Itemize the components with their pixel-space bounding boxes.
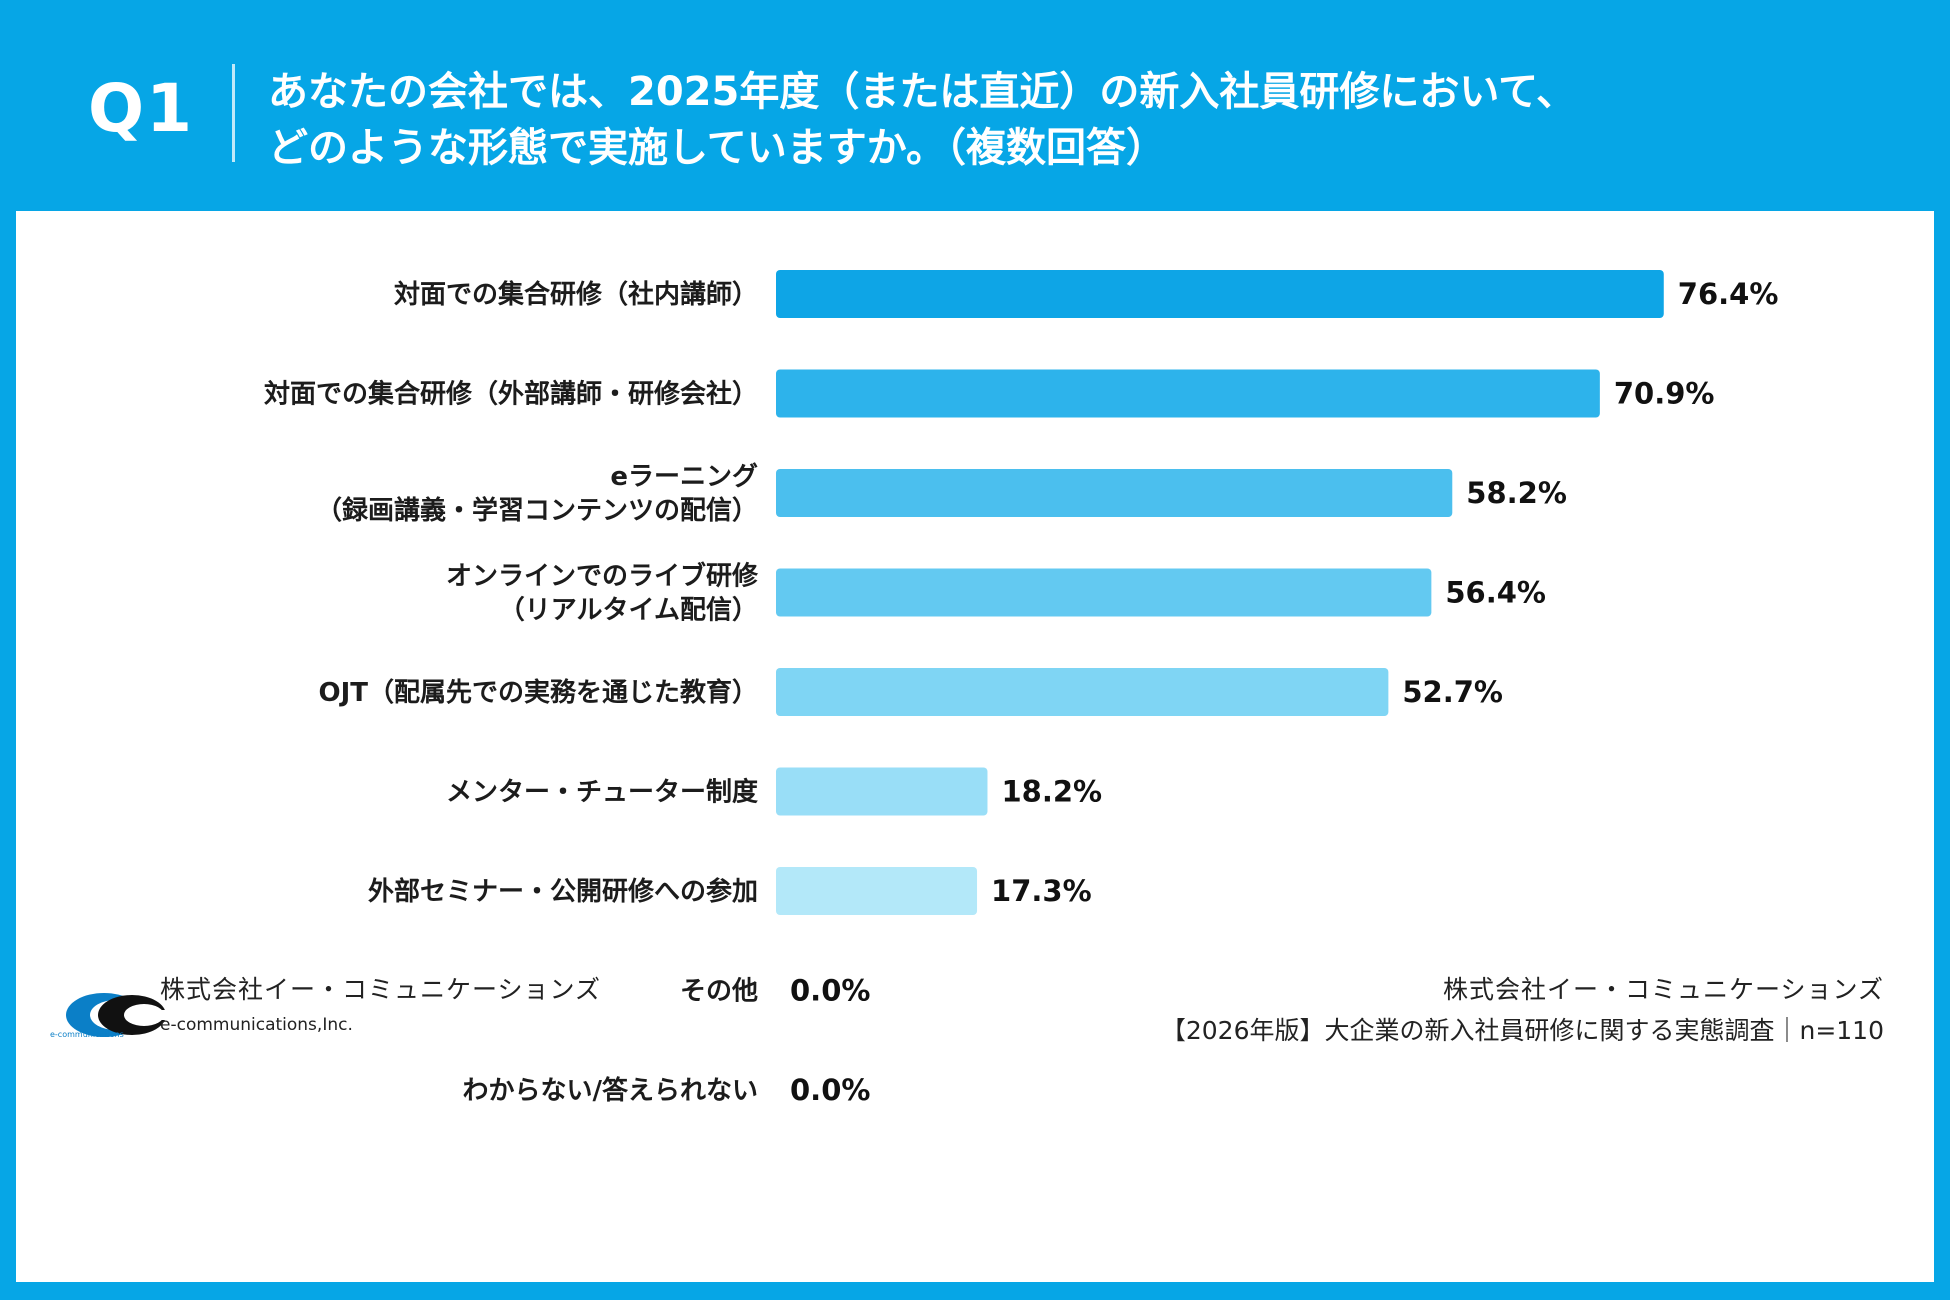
e-communications-logo-icon [66, 993, 174, 1037]
question-header: Q1 あなたの会社では、2025年度（または直近）の新入社員研修において、 どの… [0, 0, 1950, 210]
category-label-5: メンター・チューター制度 [446, 777, 758, 808]
category-label-6: 外部セミナー・公開研修への参加 [368, 876, 758, 907]
logo-tiny-text: e-communications [50, 1030, 124, 1039]
value-label-5: 18.2% [1001, 775, 1102, 809]
category-label-0: 対面での集合研修（社内講師） [394, 279, 758, 310]
question-line-1: あなたの会社では、2025年度（または直近）の新入社員研修において、 [268, 69, 1577, 115]
company-logo [50, 970, 610, 1050]
question-number: Q1 [88, 70, 195, 147]
category-label-7: その他 [680, 977, 758, 1007]
value-label-0: 76.4% [1678, 277, 1779, 311]
value-label-8: 0.0% [790, 1073, 870, 1107]
category-label-2-line-0: eラーニング [610, 462, 758, 492]
bar-5 [776, 767, 988, 816]
bar-6 [776, 867, 978, 915]
bar-3 [776, 568, 1432, 617]
logo-company-name-jp: 株式会社イー・コミュニケーションズ [160, 975, 602, 1004]
category-label-8: わからない/答えられない [463, 1075, 759, 1106]
question-text: あなたの会社では、2025年度（または直近）の新入社員研修において、 どのような… [268, 64, 1908, 176]
category-label-2-line-1: （録画講義・学習コンテンツの配信） [316, 495, 758, 526]
bar-0 [776, 270, 1664, 318]
source-company: 株式会社イー・コミュニケーションズ [1442, 975, 1884, 1004]
question-line-2: どのような形態で実施していますか。（複数回答） [268, 125, 1166, 171]
header-divider [232, 64, 235, 162]
logo-company-name-en: e-communications,Inc. [160, 1015, 353, 1035]
category-label-4: OJT（配属先での実務を通じた教育） [318, 677, 758, 708]
bar-4 [776, 668, 1389, 716]
category-label-1: 対面での集合研修（外部講師・研修会社） [264, 379, 758, 410]
source-survey-title: 【2026年版】大企業の新入社員研修に関する実態調査｜n=110 [1160, 1016, 1884, 1045]
category-label-3-line-0: オンラインでのライブ研修 [446, 561, 759, 592]
value-label-2: 58.2% [1466, 476, 1567, 510]
value-label-7: 0.0% [790, 974, 870, 1008]
category-label-3-line-1: （リアルタイム配信） [499, 596, 758, 626]
bar-2 [776, 469, 1453, 517]
value-label-6: 17.3% [991, 874, 1092, 908]
value-label-1: 70.9% [1614, 377, 1715, 411]
value-label-3: 56.4% [1445, 576, 1546, 610]
value-label-4: 52.7% [1402, 675, 1503, 709]
bar-1 [776, 369, 1600, 418]
